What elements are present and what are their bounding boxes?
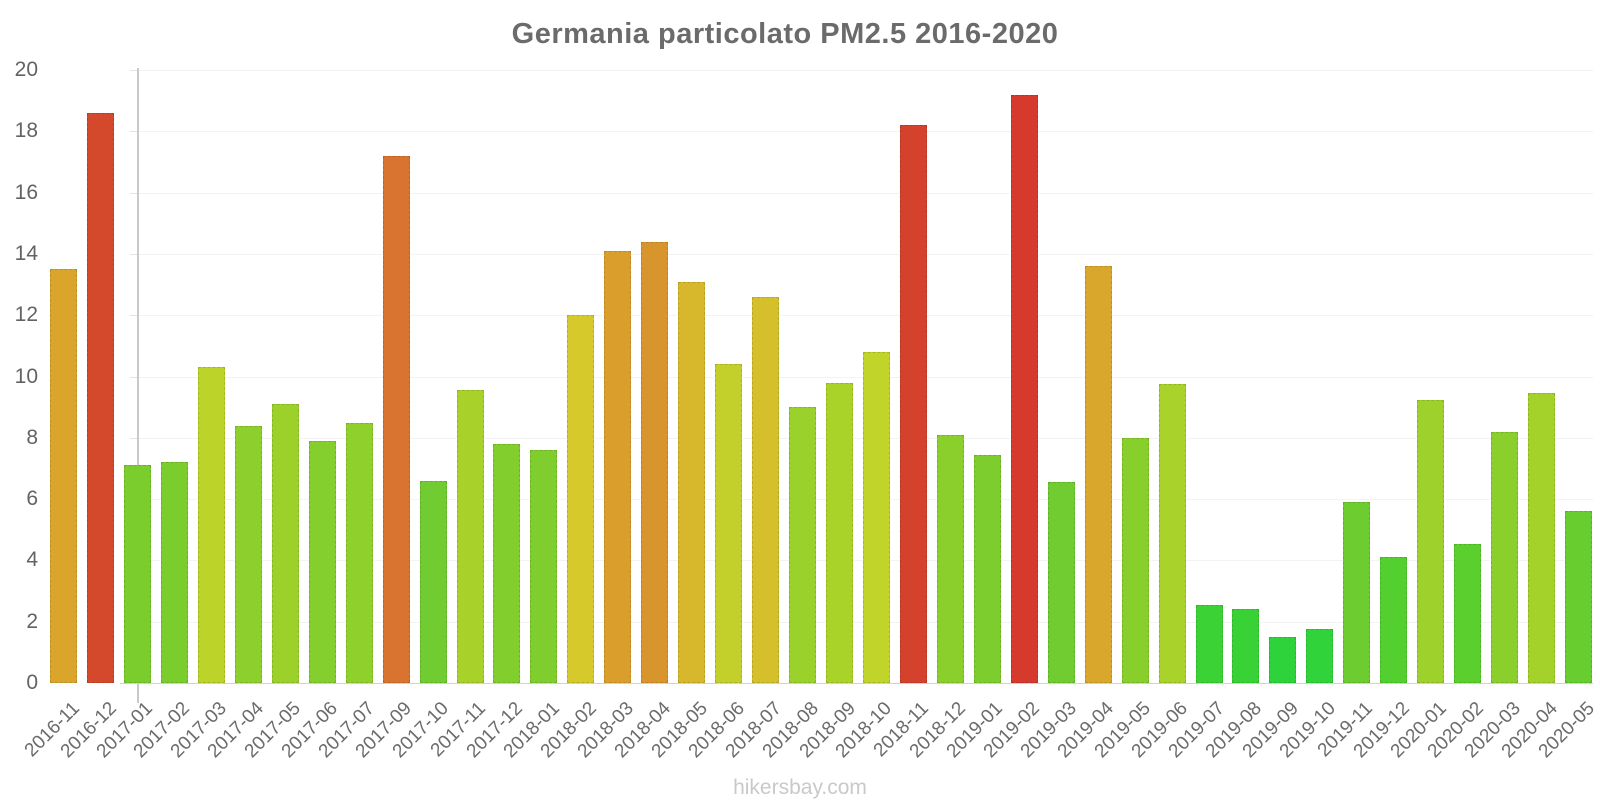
gridline xyxy=(137,315,1593,317)
y-axis-tick xyxy=(130,315,137,317)
y-axis-tick xyxy=(130,253,137,255)
y-axis-tick xyxy=(130,131,137,133)
y-axis-tick xyxy=(130,376,137,378)
y-axis-tick xyxy=(130,192,137,194)
bar-2019-08[interactable] xyxy=(1232,609,1260,683)
gridline xyxy=(137,253,1593,255)
bar-2019-10[interactable] xyxy=(1306,629,1334,683)
y-axis-label: 4 xyxy=(26,548,38,572)
bar-2017-03[interactable] xyxy=(197,367,225,683)
bar-2017-05[interactable] xyxy=(271,404,299,683)
bar-2019-01[interactable] xyxy=(973,454,1001,683)
bar-2018-05[interactable] xyxy=(678,281,706,683)
gridline xyxy=(137,192,1593,194)
y-axis-label: 20 xyxy=(14,58,38,81)
watermark: hikersbay.com xyxy=(733,776,867,799)
chart-title: Germania particolato PM2.5 2016-2020 xyxy=(511,18,1059,50)
bar-2019-06[interactable] xyxy=(1158,384,1186,683)
bar-2017-02[interactable] xyxy=(160,462,188,683)
bar-2017-01[interactable] xyxy=(123,465,151,683)
bar-2020-05[interactable] xyxy=(1565,511,1592,683)
y-axis-label: 18 xyxy=(14,119,38,143)
y-axis-label: 10 xyxy=(14,364,38,388)
bar-2017-12[interactable] xyxy=(493,443,521,683)
y-axis-line xyxy=(137,68,139,703)
bar-2017-06[interactable] xyxy=(308,440,336,683)
bar-2018-02[interactable] xyxy=(567,315,595,683)
bar-2018-03[interactable] xyxy=(604,250,632,683)
bar-2017-09[interactable] xyxy=(382,155,410,683)
bar-2019-12[interactable] xyxy=(1380,557,1408,683)
bar-2018-09[interactable] xyxy=(826,382,853,683)
bar-2018-07[interactable] xyxy=(752,296,780,683)
bar-2019-02[interactable] xyxy=(1010,94,1038,683)
bar-2017-11[interactable] xyxy=(456,390,484,683)
bar-2018-12[interactable] xyxy=(936,434,964,683)
bar-2020-02[interactable] xyxy=(1454,543,1482,683)
y-axis-label: 6 xyxy=(26,487,38,511)
bar-2016-11[interactable] xyxy=(50,269,77,683)
y-axis-label: 14 xyxy=(14,241,38,265)
bar-2020-01[interactable] xyxy=(1417,399,1445,683)
bar-2018-08[interactable] xyxy=(789,407,816,683)
bar-2019-09[interactable] xyxy=(1269,637,1297,683)
y-axis-label: 8 xyxy=(26,425,38,449)
y-axis-label: 2 xyxy=(26,609,38,633)
bar-2019-07[interactable] xyxy=(1195,604,1223,683)
y-axis-label: 12 xyxy=(14,303,38,327)
bar-2018-06[interactable] xyxy=(715,364,743,683)
bar-2018-11[interactable] xyxy=(899,125,927,683)
bar-2019-05[interactable] xyxy=(1121,437,1149,683)
y-axis-tick xyxy=(130,437,137,439)
bar-2017-07[interactable] xyxy=(345,422,373,683)
gridline xyxy=(137,131,1593,133)
bar-2018-01[interactable] xyxy=(530,450,558,683)
bar-2017-04[interactable] xyxy=(234,425,262,683)
bar-2018-10[interactable] xyxy=(862,352,890,683)
bar-2018-04[interactable] xyxy=(641,241,669,683)
bar-2019-11[interactable] xyxy=(1343,502,1371,683)
bar-2016-12[interactable] xyxy=(87,112,114,683)
x-axis-baseline xyxy=(120,683,1593,684)
y-axis-label: 0 xyxy=(26,671,38,694)
bar-2019-04[interactable] xyxy=(1084,266,1112,683)
bar-2019-03[interactable] xyxy=(1047,482,1075,683)
bar-2020-03[interactable] xyxy=(1491,431,1519,683)
y-axis-label: 16 xyxy=(14,180,38,204)
bar-2020-04[interactable] xyxy=(1528,393,1555,683)
bar-2017-10[interactable] xyxy=(419,480,447,683)
y-axis-tick xyxy=(130,70,137,71)
gridline xyxy=(137,70,1593,71)
